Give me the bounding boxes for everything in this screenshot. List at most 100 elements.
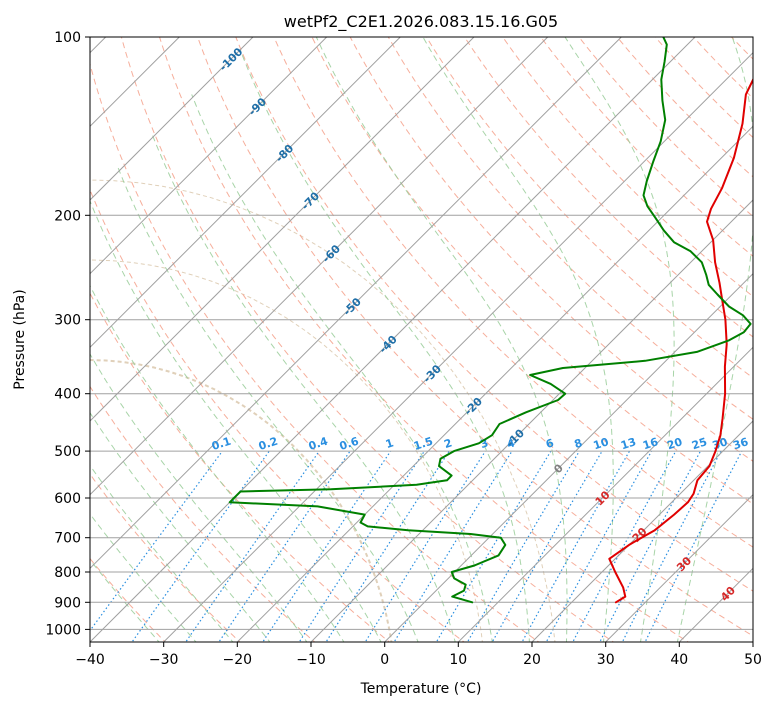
y-tick-label: 100 (54, 30, 81, 46)
mixing-ratio-line (218, 450, 351, 642)
dry-adiabats (90, 24, 775, 645)
x-tick-label: 50 (744, 652, 762, 668)
dry-adiabat (120, 37, 615, 642)
plot-frame (89, 36, 754, 643)
isotherm (457, 346, 753, 642)
mixing-ratio-label: 0.1 (210, 435, 233, 453)
dry-adiabat (730, 37, 753, 60)
isotherm (752, 641, 753, 642)
dry-adiabat (90, 473, 241, 642)
isotherm (90, 37, 622, 570)
mixing-ratio-line (90, 450, 223, 632)
dry-adiabat (90, 292, 391, 642)
x-tick-label: −30 (149, 652, 179, 668)
dry-adiabat (502, 37, 753, 298)
moist-adiabat (315, 37, 568, 642)
x-tick-label: −40 (75, 652, 105, 668)
moist-adiabat (90, 513, 197, 642)
mixing-ratio-label: 2 (442, 436, 453, 451)
y-tick-label: 1000 (45, 622, 81, 638)
dry-adiabat (654, 37, 753, 139)
dry-adiabat (692, 37, 753, 99)
chart-title: wetPf2_C2E1.2026.083.15.16.G05 (284, 12, 558, 32)
y-tick-label: 700 (54, 531, 81, 547)
isotherm-label: -100 (217, 45, 246, 74)
dry-adiabat (463, 37, 753, 338)
moist-adiabat (90, 199, 382, 642)
mixing-ratio-label: 30 (711, 435, 730, 452)
x-tick-label: 0 (380, 652, 389, 668)
mixing-ratio-label: 8 (573, 436, 584, 451)
moist-adiabat (90, 464, 234, 642)
isotherm-label: -80 (273, 142, 296, 165)
temperature-profile-line (608, 77, 753, 604)
mixing-ratio-line (644, 450, 743, 642)
x-tick-label: 40 (670, 652, 688, 668)
mixing-ratio-label: 0.2 (257, 435, 280, 453)
x-tick-label: −10 (296, 652, 326, 668)
moist-adiabat (90, 284, 345, 642)
dry-adiabat (349, 37, 753, 462)
isotherm (310, 199, 753, 642)
mixing-ratio-label: 16 (641, 435, 660, 452)
isotherm (90, 37, 401, 349)
dry-adiabat (197, 37, 753, 637)
moist-adiabat (90, 411, 271, 642)
mixing-ratio-label: 0.4 (307, 434, 330, 452)
mixing-ratio-label: 20 (665, 435, 684, 452)
y-tick-label: 300 (54, 313, 81, 329)
y-tick-label: 200 (54, 208, 81, 224)
x-tick-label: 20 (523, 652, 541, 668)
mixing-ratio-label: 1.5 (412, 435, 435, 453)
dry-adiabat (387, 37, 753, 420)
moist-adiabat (116, 165, 419, 642)
moist-adiabat (150, 132, 456, 642)
line-labels: 0.1 0.2 0.4 0.6 1 1.5 2 3 4 6 8 10 13 16 20 25 30 36 -100 -… (210, 45, 750, 604)
dry-adiabat (425, 37, 753, 379)
curved-reference-lines (90, 179, 556, 642)
isotherm (90, 37, 328, 275)
x-tick-label: 10 (449, 652, 467, 668)
y-axis-label: Pressure (hPa) (12, 289, 28, 389)
x-axis-ticks: −40 −30 −20 −10 0 10 20 30 40 50 (75, 642, 762, 668)
mixing-ratio-label: 4 (505, 436, 517, 451)
mixing-ratio-label: 1 (384, 436, 395, 451)
dry-adiabat (158, 37, 690, 642)
isotherm (236, 125, 753, 642)
moist-adiabats (90, 37, 753, 642)
y-tick-label: 500 (54, 444, 81, 460)
isotherm (605, 493, 753, 642)
mixing-ratio-label: 10 (592, 435, 611, 452)
x-tick-label: −20 (223, 652, 253, 668)
mixing-ratio-label: 6 (544, 436, 556, 451)
dry-adiabat (235, 37, 753, 592)
isotherm (384, 272, 753, 642)
isotherm (163, 51, 753, 642)
dewpoint-profile-line (228, 37, 752, 604)
mixing-ratio-label: 3 (479, 436, 490, 451)
dry-adiabat (311, 37, 753, 505)
isotherm-label: -50 (341, 295, 364, 318)
x-tick-label: 30 (597, 652, 615, 668)
mixing-ratio-line (599, 450, 702, 642)
moist-adiabat (90, 559, 160, 642)
curved-reference-line (90, 179, 556, 642)
isotherm (90, 37, 254, 201)
moist-adiabat (191, 94, 493, 642)
mixing-ratio-line (435, 450, 552, 642)
isotherm (531, 420, 753, 642)
mixing-ratio-line (466, 450, 580, 642)
y-axis-ticks: 100 200 300 400 500 600 700 800 900 1000 (45, 30, 90, 638)
dry-adiabat (757, 24, 775, 645)
x-axis-label: Temperature (°C) (360, 681, 482, 697)
moist-adiabat (90, 353, 308, 642)
isotherm (90, 37, 549, 496)
isotherm-label: -70 (299, 189, 322, 212)
mixing-ratio-line (364, 450, 486, 642)
dry-adiabat (273, 37, 753, 548)
isotherms (90, 37, 753, 642)
y-tick-label: 400 (54, 387, 81, 403)
isotherm (90, 37, 475, 422)
profiles (228, 37, 753, 604)
